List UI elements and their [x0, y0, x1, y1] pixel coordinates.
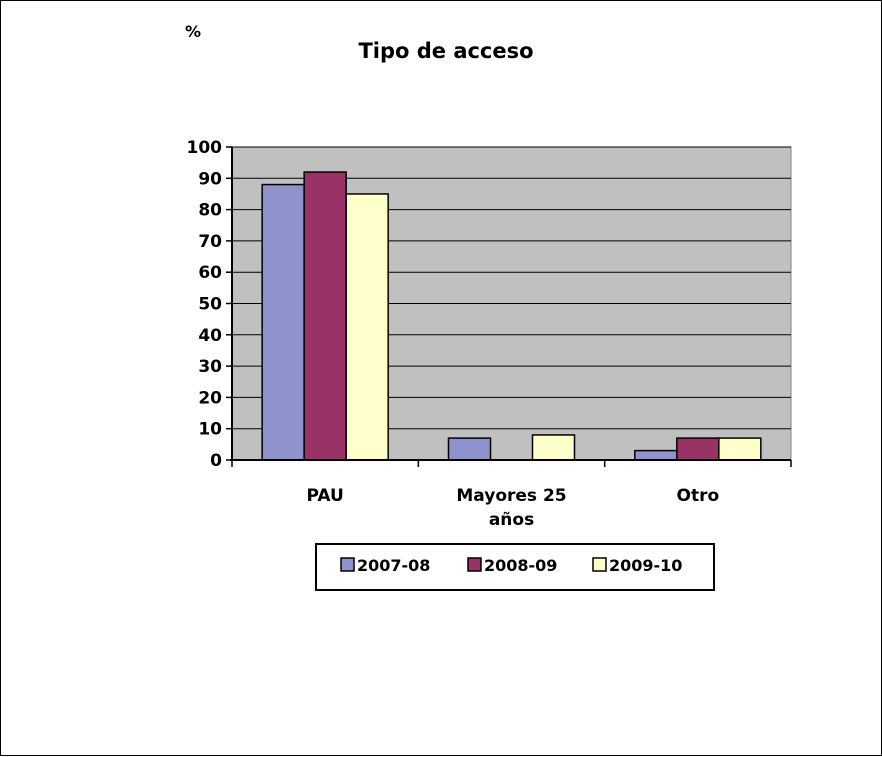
category-label-pau: PAU	[306, 486, 343, 506]
y-tick-label-60: 60	[198, 263, 222, 283]
bar-2009-10-mayores-25-a-os	[531, 434, 576, 461]
bar-2007-08-pau	[261, 183, 305, 461]
y-tick-label-80: 80	[198, 201, 222, 221]
legend-label-2009-10: 2009-10	[609, 556, 682, 575]
category-label-mayores-25-a-os-line-1: Mayores 25	[456, 486, 566, 506]
y-tick-label-10: 10	[198, 420, 222, 440]
bar-2008-09-pau	[303, 171, 347, 461]
y-tick-label-40: 40	[198, 326, 222, 346]
legend: 2007-08 2008-09 2009-10	[315, 543, 715, 591]
category-label-mayores-25-a-os-line-2: años	[489, 510, 534, 530]
unit-label: %	[185, 22, 201, 41]
legend-label-2008-09: 2008-09	[484, 556, 557, 575]
legend-label-2007-08: 2007-08	[357, 556, 430, 575]
y-tick-label-20: 20	[198, 388, 222, 408]
bar-2009-10-otro	[718, 437, 762, 461]
bar-2009-10-pau	[345, 193, 389, 461]
legend-swatch-2009-10	[592, 557, 607, 572]
bar-2008-09-otro	[676, 437, 720, 461]
category-label-otro: Otro	[677, 486, 720, 506]
legend-swatch-2007-08	[340, 557, 355, 572]
y-tick-label-30: 30	[198, 357, 222, 377]
y-tick-label-50: 50	[198, 295, 222, 315]
y-tick-labels: 0 10 20 30 40 50 60 70 80 90 100	[187, 138, 223, 471]
bar-2007-08-mayores-25-a-os	[447, 437, 492, 461]
chart-title: Tipo de acceso	[358, 39, 533, 63]
legend-box	[315, 543, 715, 591]
y-tick-label-100: 100	[187, 138, 223, 158]
y-tick-label-90: 90	[198, 169, 222, 189]
legend-swatch-2008-09	[467, 557, 482, 572]
axes	[226, 146, 792, 467]
category-labels: PAU Mayores 25 años Otro	[306, 486, 719, 530]
y-tick-label-70: 70	[198, 232, 222, 252]
y-tick-label-0: 0	[210, 451, 222, 471]
bar-2007-08-otro	[634, 449, 678, 461]
